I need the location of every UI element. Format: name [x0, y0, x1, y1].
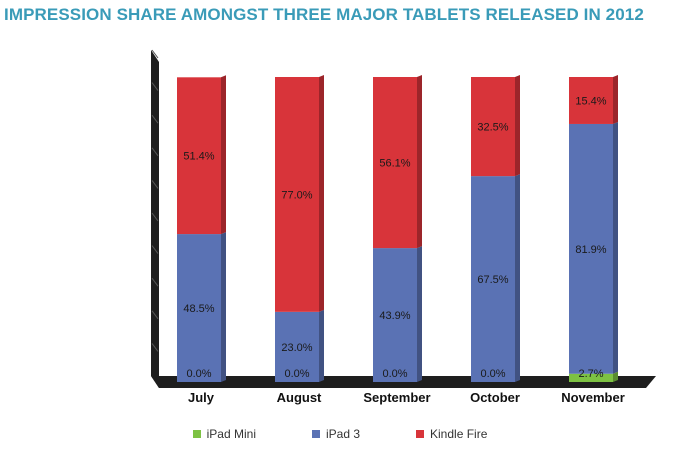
bar-value-label: 2.7% [578, 368, 603, 380]
bar-segment-side [613, 121, 618, 374]
bar-value-label: 0.0% [284, 368, 309, 380]
bar-segment [177, 234, 221, 382]
legend-label: Kindle Fire [430, 427, 488, 441]
legend-swatch [416, 430, 425, 438]
y-axis-tick [151, 180, 159, 189]
bar-segment [275, 311, 319, 382]
bar-segment [569, 77, 613, 124]
legend-item: iPad Mini [192, 427, 256, 441]
bar-value-label: 77.0% [281, 189, 312, 201]
bar-value-label: 32.5% [477, 122, 508, 134]
bar-value-label: 15.4% [575, 95, 606, 107]
y-axis-tick [151, 147, 159, 157]
chart-bars [177, 75, 618, 382]
bar-value-label: 43.9% [379, 310, 410, 322]
y-axis-tick [151, 310, 159, 320]
x-axis-tick-label: November [561, 390, 625, 405]
legend-label: iPad Mini [206, 427, 256, 441]
y-axis-tick [151, 114, 159, 124]
y-axis-tick [151, 277, 159, 287]
bar-value-label: 0.0% [480, 368, 505, 380]
bar-segment-side [417, 246, 422, 382]
bar-segment [275, 77, 319, 312]
bar-segment [471, 77, 515, 177]
y-axis-tick [151, 49, 159, 59]
bar-segment [373, 77, 417, 249]
bar-segment-side [221, 75, 226, 235]
bar-segment [471, 176, 515, 382]
y-axis-tick [151, 245, 159, 254]
bar-segment-side [613, 75, 618, 124]
chart-legend: iPad Mini iPad 3 Kindle Fire [0, 424, 680, 444]
bar-segment-side [319, 75, 324, 312]
bar-segment [373, 248, 417, 382]
bar-segment-side [221, 232, 226, 382]
y-axis-tick [151, 343, 159, 352]
bar-segment-side [613, 371, 618, 382]
y-axis-tick [151, 212, 159, 222]
bar-value-label: 0.0% [382, 368, 407, 380]
bar-value-label: 48.5% [183, 303, 214, 315]
x-axis-tick-label: July [188, 390, 215, 405]
bar-segment [177, 77, 221, 235]
chart-value-labels: 0.0% 48.5% 51.4% 0.0% 23.0% 77.0% 0.0% 43.9% 56.… [183, 95, 606, 380]
bar-segment-side [515, 174, 520, 382]
legend-swatch [311, 430, 320, 438]
bar-segment-side [417, 75, 422, 249]
legend-item: iPad 3 [311, 427, 361, 441]
bar-segment [569, 123, 613, 374]
bar-value-label: 56.1% [379, 158, 410, 170]
x-axis-tick-label: August [277, 390, 322, 405]
legend-item: Kindle Fire [416, 427, 487, 441]
y-axis-tick [151, 82, 159, 91]
legend-label: iPad 3 [325, 427, 361, 441]
x-axis-tick-label: October [470, 390, 520, 405]
bar-value-label: 67.5% [477, 274, 508, 286]
y-axis-wall [151, 50, 159, 388]
bar-segment [569, 373, 613, 382]
bar-segment-side [319, 309, 324, 382]
bar-value-label: 0.0% [186, 368, 211, 380]
bar-segment-side [515, 75, 520, 177]
bar-value-label: 23.0% [281, 342, 312, 354]
legend-swatch [192, 430, 201, 438]
chart-title: IMPRESSION SHARE AMONGST THREE MAJOR TAB… [4, 5, 644, 24]
x-axis-tick-label: September [363, 390, 430, 405]
bar-value-label: 81.9% [575, 244, 606, 256]
bar-value-label: 51.4% [183, 151, 214, 163]
x-axis-tick-labels: July August September October November [188, 390, 625, 405]
